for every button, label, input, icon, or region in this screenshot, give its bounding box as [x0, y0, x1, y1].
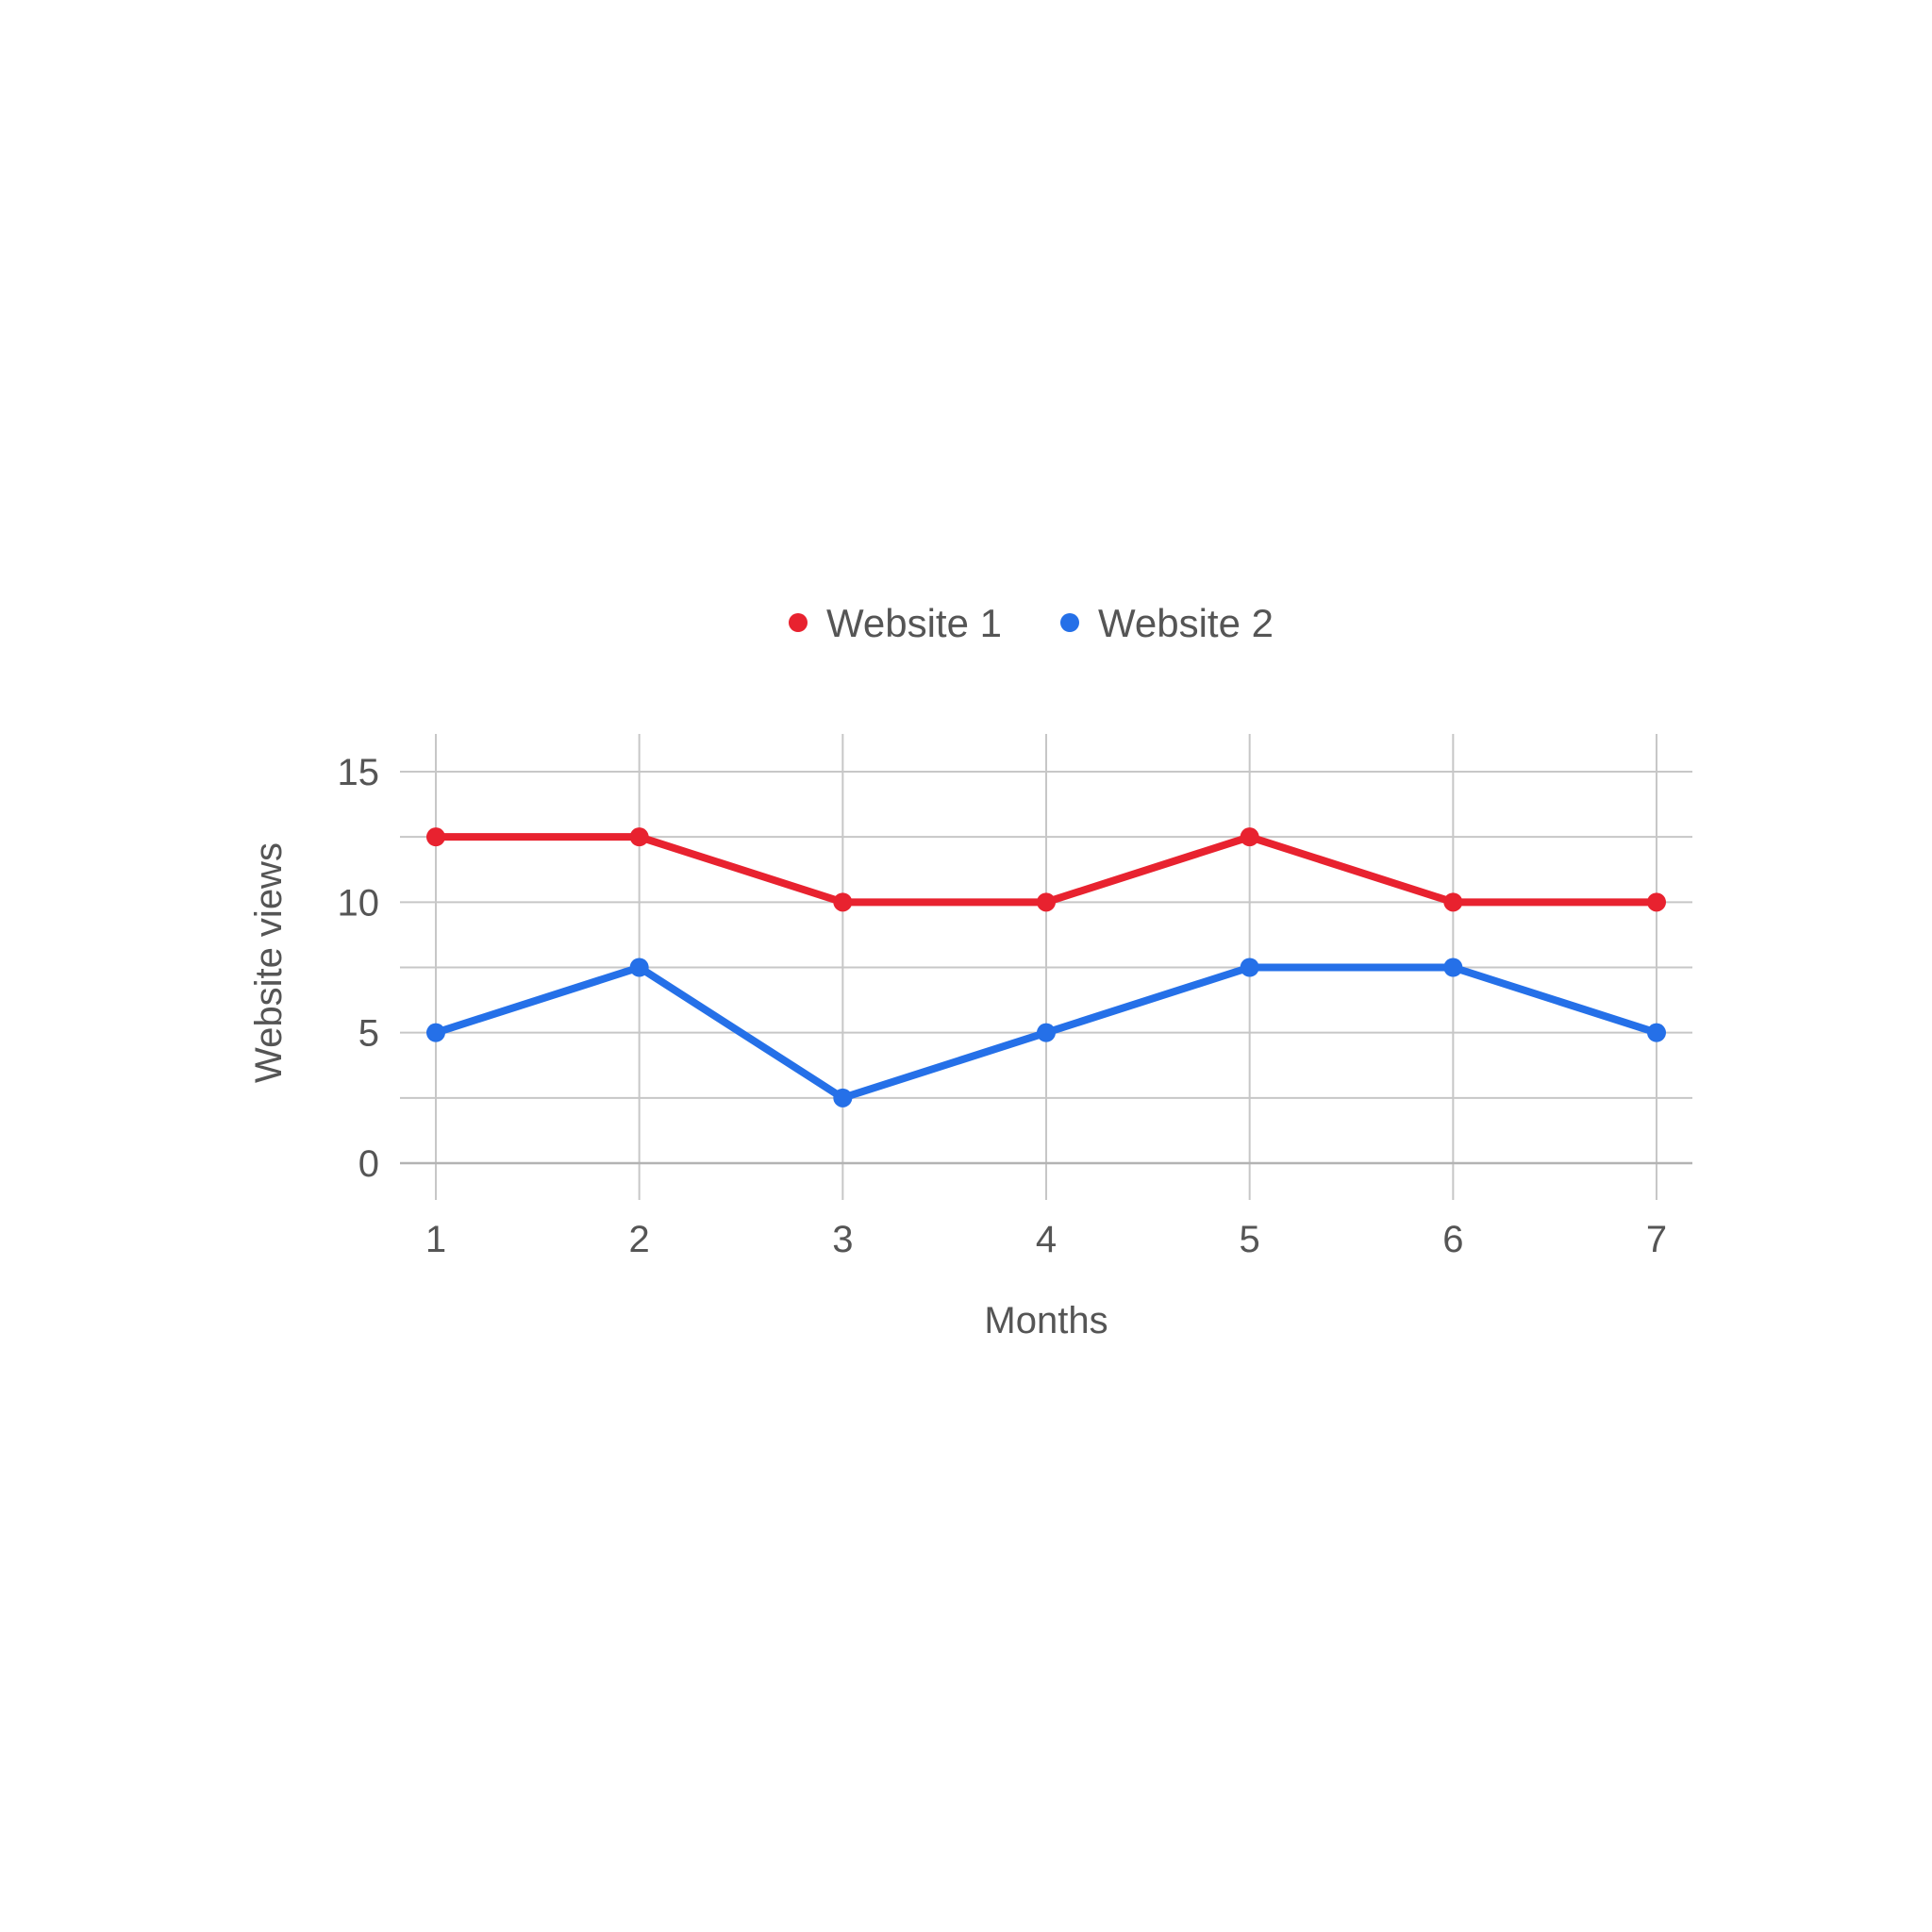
series-layer: [426, 827, 1666, 1108]
y-tick-label: 15: [338, 752, 380, 793]
x-tick-label: 3: [832, 1219, 853, 1260]
y-tick-label: 5: [358, 1013, 379, 1055]
legend: Website 1 Website 2: [789, 601, 1274, 645]
data-point: [1037, 1023, 1056, 1042]
x-tick-label: 1: [425, 1219, 446, 1260]
data-point: [1647, 892, 1666, 912]
data-point: [1647, 1023, 1666, 1042]
legend-item: Website 1: [789, 601, 1002, 645]
data-point: [629, 958, 649, 977]
legend-marker: [1060, 613, 1079, 632]
data-point: [426, 1023, 445, 1042]
y-tick-label: 10: [338, 882, 380, 924]
data-point: [833, 1088, 853, 1108]
x-tick-label: 4: [1036, 1219, 1057, 1260]
x-tick-label: 7: [1646, 1219, 1667, 1260]
data-point: [426, 827, 445, 847]
grid: [400, 734, 1692, 1200]
data-point: [1240, 827, 1259, 847]
legend-label: Website 1: [826, 601, 1002, 645]
x-tick-label: 2: [629, 1219, 650, 1260]
x-axis-title: Months: [984, 1300, 1108, 1341]
axes: 0 5 10 15 1 2 3 4 5 6 7: [338, 752, 1692, 1260]
data-point: [1240, 958, 1259, 977]
legend-item: Website 2: [1060, 601, 1274, 645]
data-point: [1037, 892, 1056, 912]
x-tick-label: 5: [1240, 1219, 1260, 1260]
data-point: [833, 892, 853, 912]
legend-label: Website 2: [1098, 601, 1274, 645]
x-tick-label: 6: [1442, 1219, 1463, 1260]
legend-marker: [789, 613, 808, 632]
data-point: [629, 827, 649, 847]
y-axis-title: Website views: [248, 842, 290, 1083]
data-point: [1443, 892, 1463, 912]
data-point: [1443, 958, 1463, 977]
y-tick-label: 0: [358, 1143, 379, 1185]
